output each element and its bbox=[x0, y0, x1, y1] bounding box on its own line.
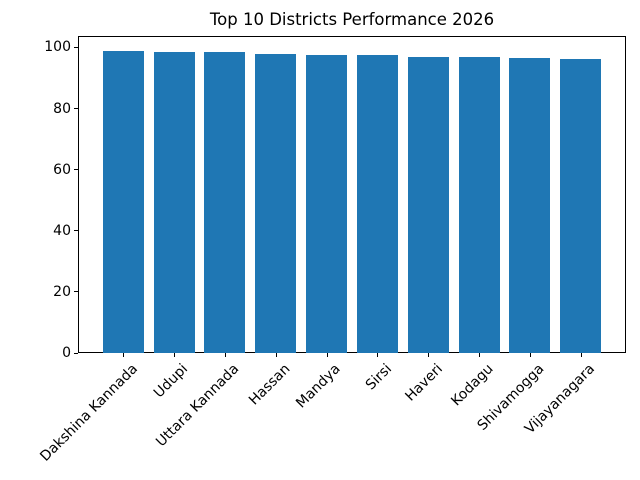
x-axis-tick bbox=[529, 353, 531, 357]
y-axis-tick bbox=[74, 230, 78, 232]
bar bbox=[356, 55, 398, 353]
bar bbox=[407, 56, 449, 353]
x-axis-tick bbox=[123, 353, 125, 357]
x-tick-label: Mandya bbox=[293, 361, 344, 412]
y-tick-label: 60 bbox=[53, 161, 71, 178]
y-tick-label: 100 bbox=[44, 39, 71, 56]
bar bbox=[509, 57, 551, 353]
bar bbox=[204, 52, 246, 353]
x-axis-tick bbox=[275, 353, 277, 357]
x-tick-label: Udupi bbox=[151, 361, 192, 402]
y-axis-tick bbox=[74, 108, 78, 110]
x-axis-tick bbox=[174, 353, 176, 357]
x-axis-tick bbox=[479, 353, 481, 357]
bar bbox=[458, 57, 500, 353]
x-tick-label: Sirsi bbox=[362, 361, 395, 394]
chart-title: Top 10 Districts Performance 2026 bbox=[209, 10, 495, 29]
x-tick-label: Haveri bbox=[401, 361, 446, 405]
y-axis-tick bbox=[74, 46, 78, 48]
x-tick-label: Dakshina Kannada bbox=[36, 361, 141, 465]
x-axis-tick bbox=[428, 353, 430, 357]
y-axis-tick bbox=[74, 291, 78, 293]
x-tick-label: Kodagu bbox=[448, 361, 497, 410]
y-axis-tick bbox=[74, 169, 78, 171]
bar bbox=[306, 54, 348, 353]
x-axis-tick bbox=[580, 353, 582, 357]
y-axis-tick bbox=[74, 352, 78, 354]
bar bbox=[560, 58, 602, 353]
y-tick-label: 80 bbox=[53, 100, 71, 117]
x-axis-tick bbox=[326, 353, 328, 357]
x-tick-label: Hassan bbox=[245, 361, 294, 409]
y-tick-label: 0 bbox=[62, 345, 71, 361]
y-tick-label: 40 bbox=[53, 222, 71, 239]
bar bbox=[255, 54, 297, 353]
x-axis-tick bbox=[377, 353, 379, 357]
bar bbox=[102, 51, 144, 353]
bar bbox=[153, 52, 195, 353]
x-axis-tick bbox=[224, 353, 226, 357]
y-tick-label: 20 bbox=[53, 283, 71, 300]
plot-area bbox=[78, 36, 626, 353]
